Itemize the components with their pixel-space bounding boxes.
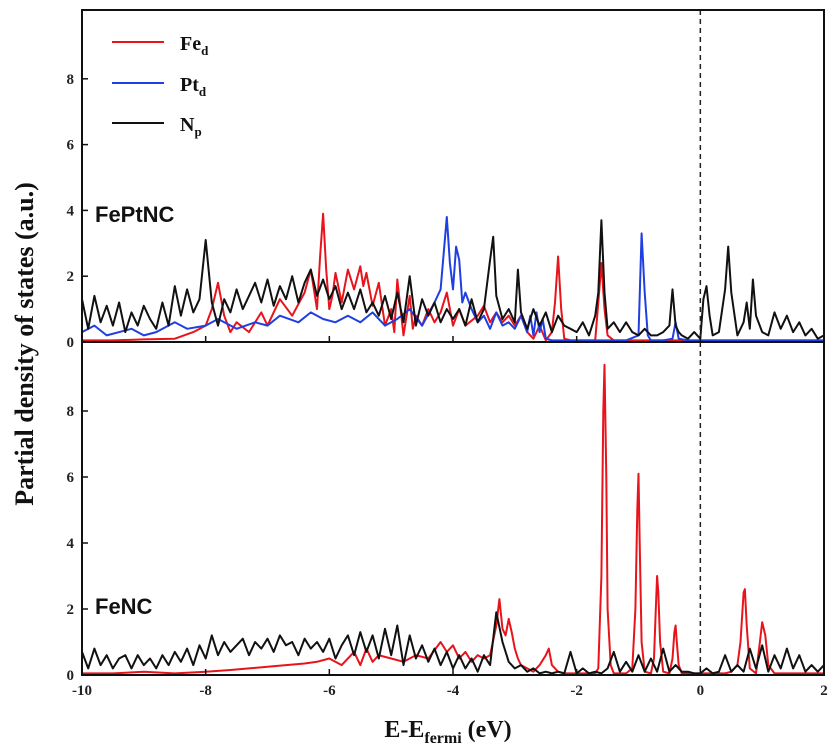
y-tick-label: 6 [67, 470, 75, 486]
x-axis-title: E-Efermi (eV) [384, 717, 511, 747]
y-tick-label: 2 [67, 269, 75, 285]
x-axis-title-main: E-E [384, 717, 424, 743]
y-tick-label: 6 [67, 138, 75, 154]
y-tick-label: 8 [67, 404, 75, 420]
series-pt-d [82, 216, 824, 342]
panel-label-top: FePtNC [95, 202, 175, 227]
y-tick-label: 4 [67, 203, 75, 219]
y-tick-label: 4 [67, 536, 75, 552]
x-tick-label: -6 [323, 683, 336, 699]
x-tick-label: -2 [570, 683, 583, 699]
x-axis-title-unit: (eV) [462, 717, 512, 743]
x-tick-label: -4 [447, 683, 460, 699]
legend-label-n-p: Np [180, 114, 202, 139]
y-axis-title: Partial density of states (a.u.) [10, 182, 39, 506]
panel-label-bottom: FeNC [95, 594, 153, 619]
x-tick-label: -8 [199, 683, 212, 699]
x-tick-label: 2 [820, 683, 828, 699]
series-fe-d [82, 212, 824, 342]
y-tick-label: 2 [67, 602, 75, 618]
x-tick-label: -10 [72, 683, 92, 699]
x-axis: -10 -8 -6 -4 -2 0 2 [72, 336, 828, 699]
series-group [82, 212, 824, 342]
x-tick-label: 0 [697, 683, 705, 699]
x-axis-title-sub: fermi [424, 730, 462, 747]
y-tick-label: 0 [67, 335, 75, 351]
legend-label-pt-d: Ptd [180, 74, 207, 99]
legend-label-fe-d: Fed [180, 33, 209, 58]
y-tick-label: 0 [67, 668, 75, 684]
y-tick-label: 8 [67, 72, 75, 88]
series-n-p [82, 219, 824, 340]
legend: Fed Ptd Np [112, 33, 209, 139]
